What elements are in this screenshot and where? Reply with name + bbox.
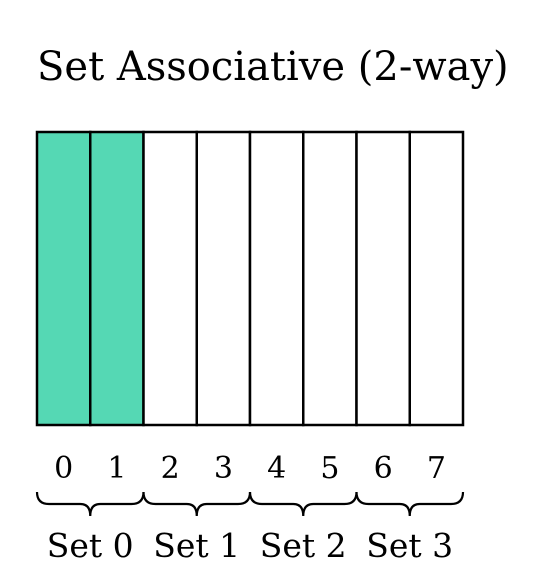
diagram-title: Set Associative (2-way)	[37, 44, 509, 90]
cache-blocks	[35, 130, 465, 427]
block-index-label: 2	[161, 451, 180, 486]
block-index-label: 6	[374, 451, 393, 486]
cache-block-6	[355, 130, 411, 427]
block-index-label: 5	[320, 451, 339, 486]
set-brace	[248, 491, 358, 517]
cache-block-5	[302, 130, 358, 427]
block-index-label: 7	[427, 451, 446, 486]
cache-block-0	[35, 130, 92, 427]
set-labels: Set 0 Set 1 Set 2 Set 3	[47, 526, 453, 565]
set-brace	[355, 491, 465, 517]
block-index-label: 3	[214, 451, 233, 486]
cache-block-7	[408, 130, 465, 427]
cache-block-3	[195, 130, 252, 427]
set-label: Set 0	[47, 526, 134, 565]
set-brace	[35, 491, 145, 517]
set-brace	[142, 491, 252, 517]
set-label: Set 3	[366, 526, 453, 565]
cache-block-2	[142, 130, 198, 427]
cache-block-1	[89, 130, 145, 427]
block-index-label: 0	[54, 451, 73, 486]
set-label: Set 2	[260, 526, 347, 565]
cache-block-4	[248, 130, 305, 427]
set-braces	[35, 491, 465, 517]
block-index-label: 1	[107, 451, 126, 486]
block-index-label: 4	[267, 451, 286, 486]
set-label: Set 1	[153, 526, 240, 565]
